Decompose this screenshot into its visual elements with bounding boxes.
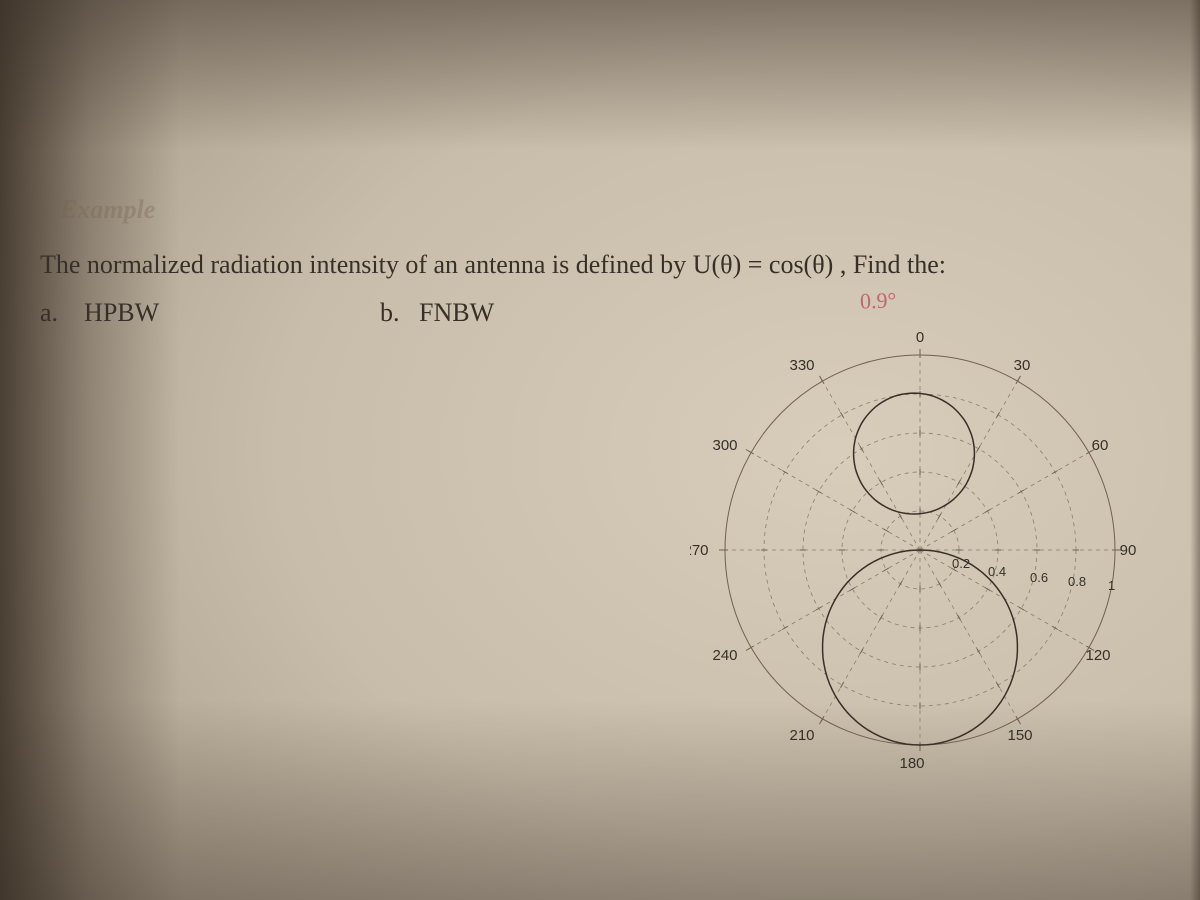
option-a: a. HPBW (40, 298, 159, 328)
option-a-text: HPBW (84, 298, 159, 327)
svg-text:210: 210 (789, 727, 814, 744)
problem-statement: The normalized radiation intensity of an… (40, 245, 1160, 284)
option-b-text: FNBW (419, 298, 494, 327)
svg-text:30: 30 (1014, 357, 1031, 374)
page-background: Example The normalized radiation intensi… (0, 0, 1200, 900)
svg-text:90: 90 (1120, 542, 1137, 559)
svg-text:150: 150 (1007, 727, 1032, 744)
svg-text:60: 60 (1092, 437, 1109, 454)
svg-text:0.4: 0.4 (988, 564, 1006, 579)
polar-svg: 03060901201501802102402703003300.20.40.6… (690, 320, 1150, 780)
option-b-label: b. (380, 298, 400, 327)
svg-text:1: 1 (1108, 578, 1115, 593)
polar-plot: 03060901201501802102402703003300.20.40.6… (690, 320, 1150, 780)
svg-text:270: 270 (690, 542, 709, 559)
problem-prefix: The normalized radiation intensity of an… (40, 250, 693, 279)
problem-equation: U(θ) = cos(θ) (693, 250, 834, 279)
problem-suffix: , Find the: (833, 250, 946, 279)
svg-text:300: 300 (712, 437, 737, 454)
svg-text:330: 330 (789, 357, 814, 374)
svg-text:0.6: 0.6 (1030, 570, 1048, 585)
svg-text:0.8: 0.8 (1068, 574, 1086, 589)
option-b: b. FNBW (380, 298, 494, 328)
page-edge (1190, 0, 1200, 900)
svg-text:0: 0 (916, 329, 924, 346)
svg-text:180: 180 (899, 755, 924, 772)
shadow-top (0, 0, 1200, 150)
svg-text:240: 240 (712, 647, 737, 664)
example-heading: Example (60, 195, 155, 225)
option-a-label: a. (40, 298, 58, 327)
handwritten-annotation: 0.9° (860, 287, 897, 314)
svg-text:120: 120 (1085, 647, 1110, 664)
